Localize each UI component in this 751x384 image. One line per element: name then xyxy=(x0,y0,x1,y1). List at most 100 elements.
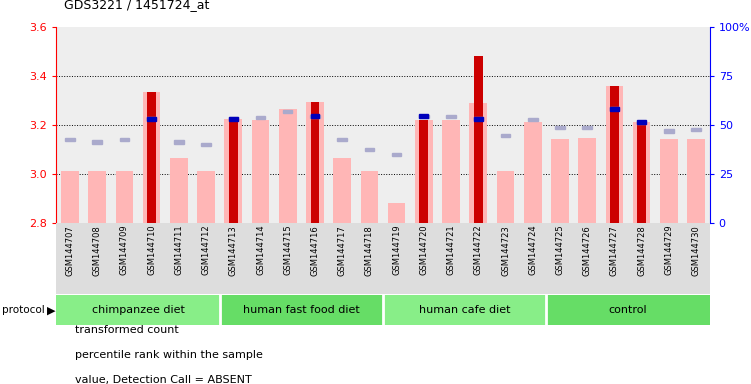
Bar xyxy=(519,223,546,294)
Bar xyxy=(333,158,351,223)
Bar xyxy=(683,223,710,294)
Text: GSM144711: GSM144711 xyxy=(174,225,183,275)
Text: GSM144717: GSM144717 xyxy=(338,225,347,276)
Bar xyxy=(388,203,406,223)
Text: control: control xyxy=(609,305,647,315)
Bar xyxy=(279,109,297,223)
Bar xyxy=(528,118,538,121)
Bar xyxy=(687,139,705,223)
Bar xyxy=(61,171,79,223)
Bar xyxy=(165,223,192,294)
Bar xyxy=(256,116,265,119)
Bar xyxy=(65,138,74,141)
Bar xyxy=(174,140,183,144)
Text: GSM144727: GSM144727 xyxy=(610,225,619,276)
Bar xyxy=(415,120,433,223)
Text: GSM144725: GSM144725 xyxy=(556,225,565,275)
Bar xyxy=(201,143,211,146)
Text: GSM144728: GSM144728 xyxy=(637,225,646,276)
Bar xyxy=(610,107,619,111)
Text: human cafe diet: human cafe diet xyxy=(419,305,511,315)
Bar xyxy=(419,115,429,118)
Bar xyxy=(138,223,165,294)
Text: GSM144720: GSM144720 xyxy=(419,225,428,275)
Bar xyxy=(337,138,347,141)
Text: ▶: ▶ xyxy=(47,305,56,315)
Bar xyxy=(610,107,619,111)
Bar xyxy=(219,223,247,294)
Bar xyxy=(252,120,270,223)
Bar xyxy=(474,117,483,120)
Text: GDS3221 / 1451724_at: GDS3221 / 1451724_at xyxy=(64,0,210,12)
Bar xyxy=(660,139,677,223)
Bar xyxy=(311,114,319,118)
Bar xyxy=(219,295,383,325)
Bar xyxy=(170,158,188,223)
Text: GSM144729: GSM144729 xyxy=(665,225,674,275)
Text: GSM144716: GSM144716 xyxy=(310,225,319,276)
Bar xyxy=(147,92,156,223)
Text: GSM144709: GSM144709 xyxy=(120,225,129,275)
Bar xyxy=(465,223,492,294)
Text: GSM144707: GSM144707 xyxy=(65,225,74,276)
Bar xyxy=(274,223,301,294)
Bar xyxy=(310,115,320,118)
Bar xyxy=(501,134,510,137)
Bar xyxy=(89,171,106,223)
Bar xyxy=(92,140,102,144)
Bar xyxy=(633,122,650,223)
Bar xyxy=(692,128,701,131)
Bar xyxy=(496,171,514,223)
Text: GSM144713: GSM144713 xyxy=(229,225,238,276)
Text: GSM144715: GSM144715 xyxy=(283,225,292,275)
Text: GSM144730: GSM144730 xyxy=(692,225,701,276)
Text: GSM144710: GSM144710 xyxy=(147,225,156,275)
Bar xyxy=(583,126,592,129)
Bar xyxy=(574,223,601,294)
Bar xyxy=(610,86,619,223)
Bar xyxy=(360,171,379,223)
Bar xyxy=(301,223,328,294)
Bar xyxy=(420,120,428,223)
Bar xyxy=(192,223,219,294)
Text: GSM144726: GSM144726 xyxy=(583,225,592,276)
Bar xyxy=(143,92,161,223)
Bar xyxy=(492,223,519,294)
Bar xyxy=(601,223,628,294)
Bar xyxy=(119,138,129,141)
Text: GSM144708: GSM144708 xyxy=(92,225,101,276)
Bar xyxy=(225,119,242,223)
Bar xyxy=(328,223,356,294)
Bar xyxy=(306,101,324,223)
Bar xyxy=(247,223,274,294)
Text: chimpanzee diet: chimpanzee diet xyxy=(92,305,185,315)
Bar xyxy=(637,121,647,124)
Text: human fast food diet: human fast food diet xyxy=(243,305,360,315)
Bar xyxy=(555,126,565,129)
Text: GSM144724: GSM144724 xyxy=(528,225,537,275)
Bar xyxy=(547,295,710,325)
Bar xyxy=(437,223,465,294)
Text: protocol: protocol xyxy=(2,305,45,315)
Text: value, Detection Call = ABSENT: value, Detection Call = ABSENT xyxy=(75,375,252,384)
Bar xyxy=(578,138,596,223)
Bar xyxy=(446,115,456,118)
Bar xyxy=(147,117,156,120)
Bar xyxy=(56,223,83,294)
Bar xyxy=(410,223,437,294)
Text: GSM144723: GSM144723 xyxy=(501,225,510,276)
Text: GSM144712: GSM144712 xyxy=(201,225,210,275)
Bar xyxy=(638,122,646,223)
Bar xyxy=(198,171,215,223)
Text: GSM144719: GSM144719 xyxy=(392,225,401,275)
Text: percentile rank within the sample: percentile rank within the sample xyxy=(75,350,263,360)
Bar xyxy=(56,295,219,325)
Bar xyxy=(551,139,569,223)
Bar xyxy=(638,121,646,124)
Bar xyxy=(365,148,374,151)
Bar xyxy=(228,117,238,120)
Bar xyxy=(524,122,541,223)
Bar xyxy=(283,110,292,113)
Bar xyxy=(383,223,410,294)
Bar xyxy=(474,56,483,223)
